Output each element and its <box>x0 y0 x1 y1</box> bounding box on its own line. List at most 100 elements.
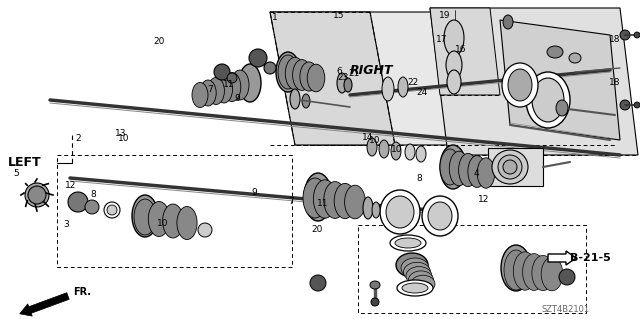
Text: 10: 10 <box>157 219 169 228</box>
Text: 19: 19 <box>439 11 451 20</box>
Ellipse shape <box>398 77 408 97</box>
Ellipse shape <box>547 46 563 58</box>
Ellipse shape <box>492 150 528 184</box>
Text: 14: 14 <box>362 133 374 142</box>
Text: 3: 3 <box>63 220 68 229</box>
Ellipse shape <box>440 145 466 189</box>
Ellipse shape <box>569 53 581 63</box>
Ellipse shape <box>416 146 426 162</box>
Ellipse shape <box>391 142 401 160</box>
Ellipse shape <box>200 80 216 106</box>
Ellipse shape <box>397 280 433 296</box>
Ellipse shape <box>403 262 431 282</box>
Ellipse shape <box>406 267 432 286</box>
Ellipse shape <box>302 94 310 108</box>
Ellipse shape <box>198 223 212 237</box>
Text: FR.: FR. <box>73 287 91 297</box>
Ellipse shape <box>408 271 433 289</box>
Text: 4: 4 <box>474 169 479 178</box>
Ellipse shape <box>382 77 394 101</box>
Ellipse shape <box>207 78 225 105</box>
Ellipse shape <box>459 153 477 187</box>
Polygon shape <box>270 12 615 145</box>
Ellipse shape <box>163 204 184 238</box>
Ellipse shape <box>334 183 356 219</box>
Ellipse shape <box>556 100 568 116</box>
Polygon shape <box>430 8 500 95</box>
FancyArrow shape <box>20 293 69 316</box>
Ellipse shape <box>380 190 420 234</box>
Ellipse shape <box>276 52 300 92</box>
Ellipse shape <box>264 62 276 74</box>
Ellipse shape <box>523 254 545 290</box>
Ellipse shape <box>307 64 325 92</box>
Ellipse shape <box>337 73 347 93</box>
Ellipse shape <box>214 64 230 80</box>
Ellipse shape <box>278 55 298 89</box>
Ellipse shape <box>446 51 462 79</box>
Text: 18: 18 <box>609 78 620 87</box>
Ellipse shape <box>395 238 421 248</box>
Text: 8: 8 <box>417 174 422 183</box>
Ellipse shape <box>401 258 429 278</box>
Ellipse shape <box>501 245 531 291</box>
Text: 18: 18 <box>609 35 620 44</box>
Ellipse shape <box>363 197 373 219</box>
Text: 8: 8 <box>90 190 95 199</box>
Ellipse shape <box>502 63 538 107</box>
Ellipse shape <box>449 151 468 186</box>
Ellipse shape <box>25 183 49 207</box>
Ellipse shape <box>405 144 415 160</box>
Text: 23: 23 <box>337 73 349 82</box>
Text: 10: 10 <box>391 145 403 154</box>
Ellipse shape <box>367 138 377 156</box>
Ellipse shape <box>85 200 99 214</box>
Text: 15: 15 <box>333 11 345 20</box>
Ellipse shape <box>526 72 570 128</box>
Text: 11: 11 <box>223 80 235 89</box>
Ellipse shape <box>285 57 305 90</box>
Text: RIGHT: RIGHT <box>350 63 394 77</box>
Ellipse shape <box>177 206 197 240</box>
Text: LEFT: LEFT <box>8 157 42 169</box>
Ellipse shape <box>370 281 380 289</box>
Ellipse shape <box>216 75 232 103</box>
Ellipse shape <box>498 155 522 179</box>
Ellipse shape <box>324 182 346 219</box>
Bar <box>57 155 292 267</box>
Text: 2: 2 <box>76 134 81 143</box>
Polygon shape <box>430 8 638 155</box>
Ellipse shape <box>371 298 379 306</box>
Text: 12: 12 <box>65 181 76 189</box>
Ellipse shape <box>513 252 537 290</box>
Ellipse shape <box>249 49 267 67</box>
Ellipse shape <box>379 140 389 158</box>
Text: 24: 24 <box>417 88 428 97</box>
Ellipse shape <box>231 70 249 100</box>
Text: 20: 20 <box>311 225 323 234</box>
Text: 10: 10 <box>369 136 380 145</box>
Ellipse shape <box>310 275 326 291</box>
Ellipse shape <box>134 199 156 235</box>
Ellipse shape <box>440 149 460 185</box>
Ellipse shape <box>148 202 170 236</box>
Ellipse shape <box>192 83 208 108</box>
Ellipse shape <box>372 202 380 218</box>
Polygon shape <box>500 20 620 140</box>
Ellipse shape <box>422 196 458 236</box>
Text: 7: 7 <box>207 85 212 94</box>
Ellipse shape <box>411 275 435 293</box>
Ellipse shape <box>227 73 237 83</box>
Ellipse shape <box>344 185 365 219</box>
Ellipse shape <box>477 158 495 188</box>
Ellipse shape <box>428 202 452 230</box>
Text: 5: 5 <box>14 169 19 178</box>
Ellipse shape <box>634 32 640 38</box>
Ellipse shape <box>559 269 575 285</box>
Ellipse shape <box>402 283 428 293</box>
Ellipse shape <box>300 62 318 91</box>
Ellipse shape <box>304 173 332 221</box>
Text: 22: 22 <box>407 78 419 87</box>
Ellipse shape <box>390 235 426 251</box>
FancyArrow shape <box>548 251 576 265</box>
